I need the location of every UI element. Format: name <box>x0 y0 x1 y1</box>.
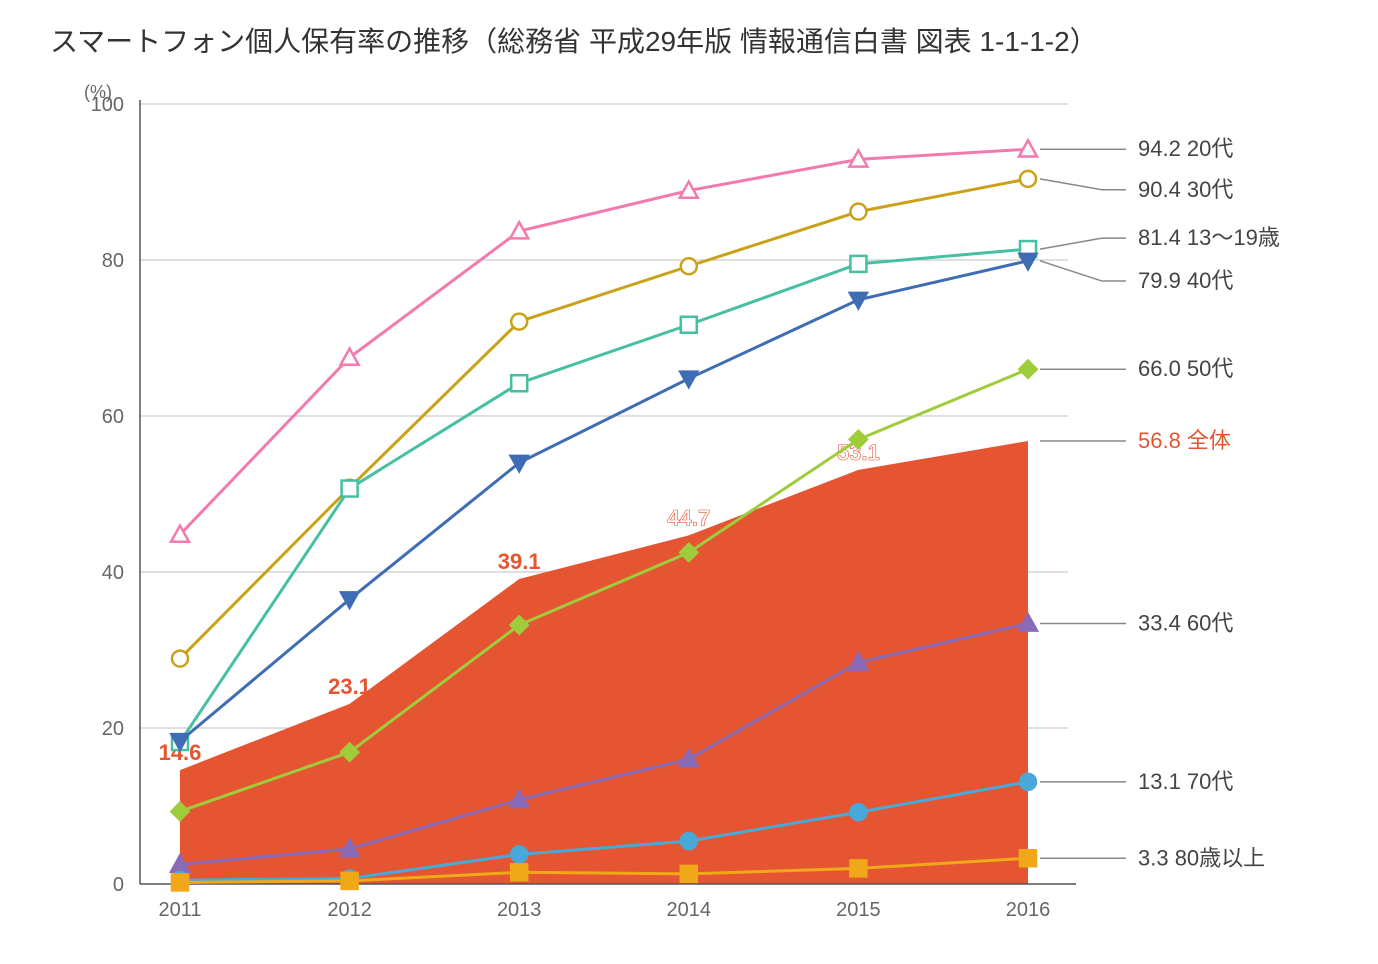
end-label-50代: 66.0 50代 <box>1138 356 1233 381</box>
svg-text:2016: 2016 <box>1006 899 1051 921</box>
svg-text:2013: 2013 <box>497 899 542 921</box>
area-value-label: 39.1 <box>498 549 541 574</box>
line-chart: 020406080100(%)2011201220132014201520161… <box>20 74 1358 944</box>
svg-text:80: 80 <box>102 250 124 272</box>
leader-13〜19歳 <box>1040 238 1126 249</box>
area-value-label: 23.1 <box>328 674 371 699</box>
chart-container: スマートフォン個人保有率の推移（総務省 平成29年版 情報通信白書 図表 1-1… <box>20 20 1358 944</box>
end-label-80歳以上: 3.3 80歳以上 <box>1138 845 1265 870</box>
svg-text:40: 40 <box>102 562 124 584</box>
leader-30代 <box>1040 179 1126 190</box>
svg-text:60: 60 <box>102 406 124 428</box>
leader-40代 <box>1040 261 1126 281</box>
svg-text:2011: 2011 <box>158 899 201 921</box>
svg-text:0: 0 <box>113 874 124 896</box>
area-value-label: 44.7 <box>667 505 710 530</box>
svg-text:20: 20 <box>102 718 124 740</box>
svg-text:(%): (%) <box>84 82 112 102</box>
end-label-30代: 90.4 30代 <box>1138 177 1233 202</box>
end-label-60代: 33.4 60代 <box>1138 610 1233 635</box>
svg-text:2014: 2014 <box>667 899 712 921</box>
svg-text:2012: 2012 <box>327 899 372 921</box>
end-label-13〜19歳: 81.4 13〜19歳 <box>1138 225 1280 250</box>
end-label-70代: 13.1 70代 <box>1138 769 1233 794</box>
end-label-20代: 94.2 20代 <box>1138 136 1233 161</box>
end-label-40代: 79.9 40代 <box>1138 268 1233 293</box>
end-label-全体: 56.8 全体 <box>1138 428 1231 453</box>
svg-text:2015: 2015 <box>836 899 881 921</box>
chart-title: スマートフォン個人保有率の推移（総務省 平成29年版 情報通信白書 図表 1-1… <box>50 20 1358 60</box>
area-series-total <box>180 441 1028 884</box>
